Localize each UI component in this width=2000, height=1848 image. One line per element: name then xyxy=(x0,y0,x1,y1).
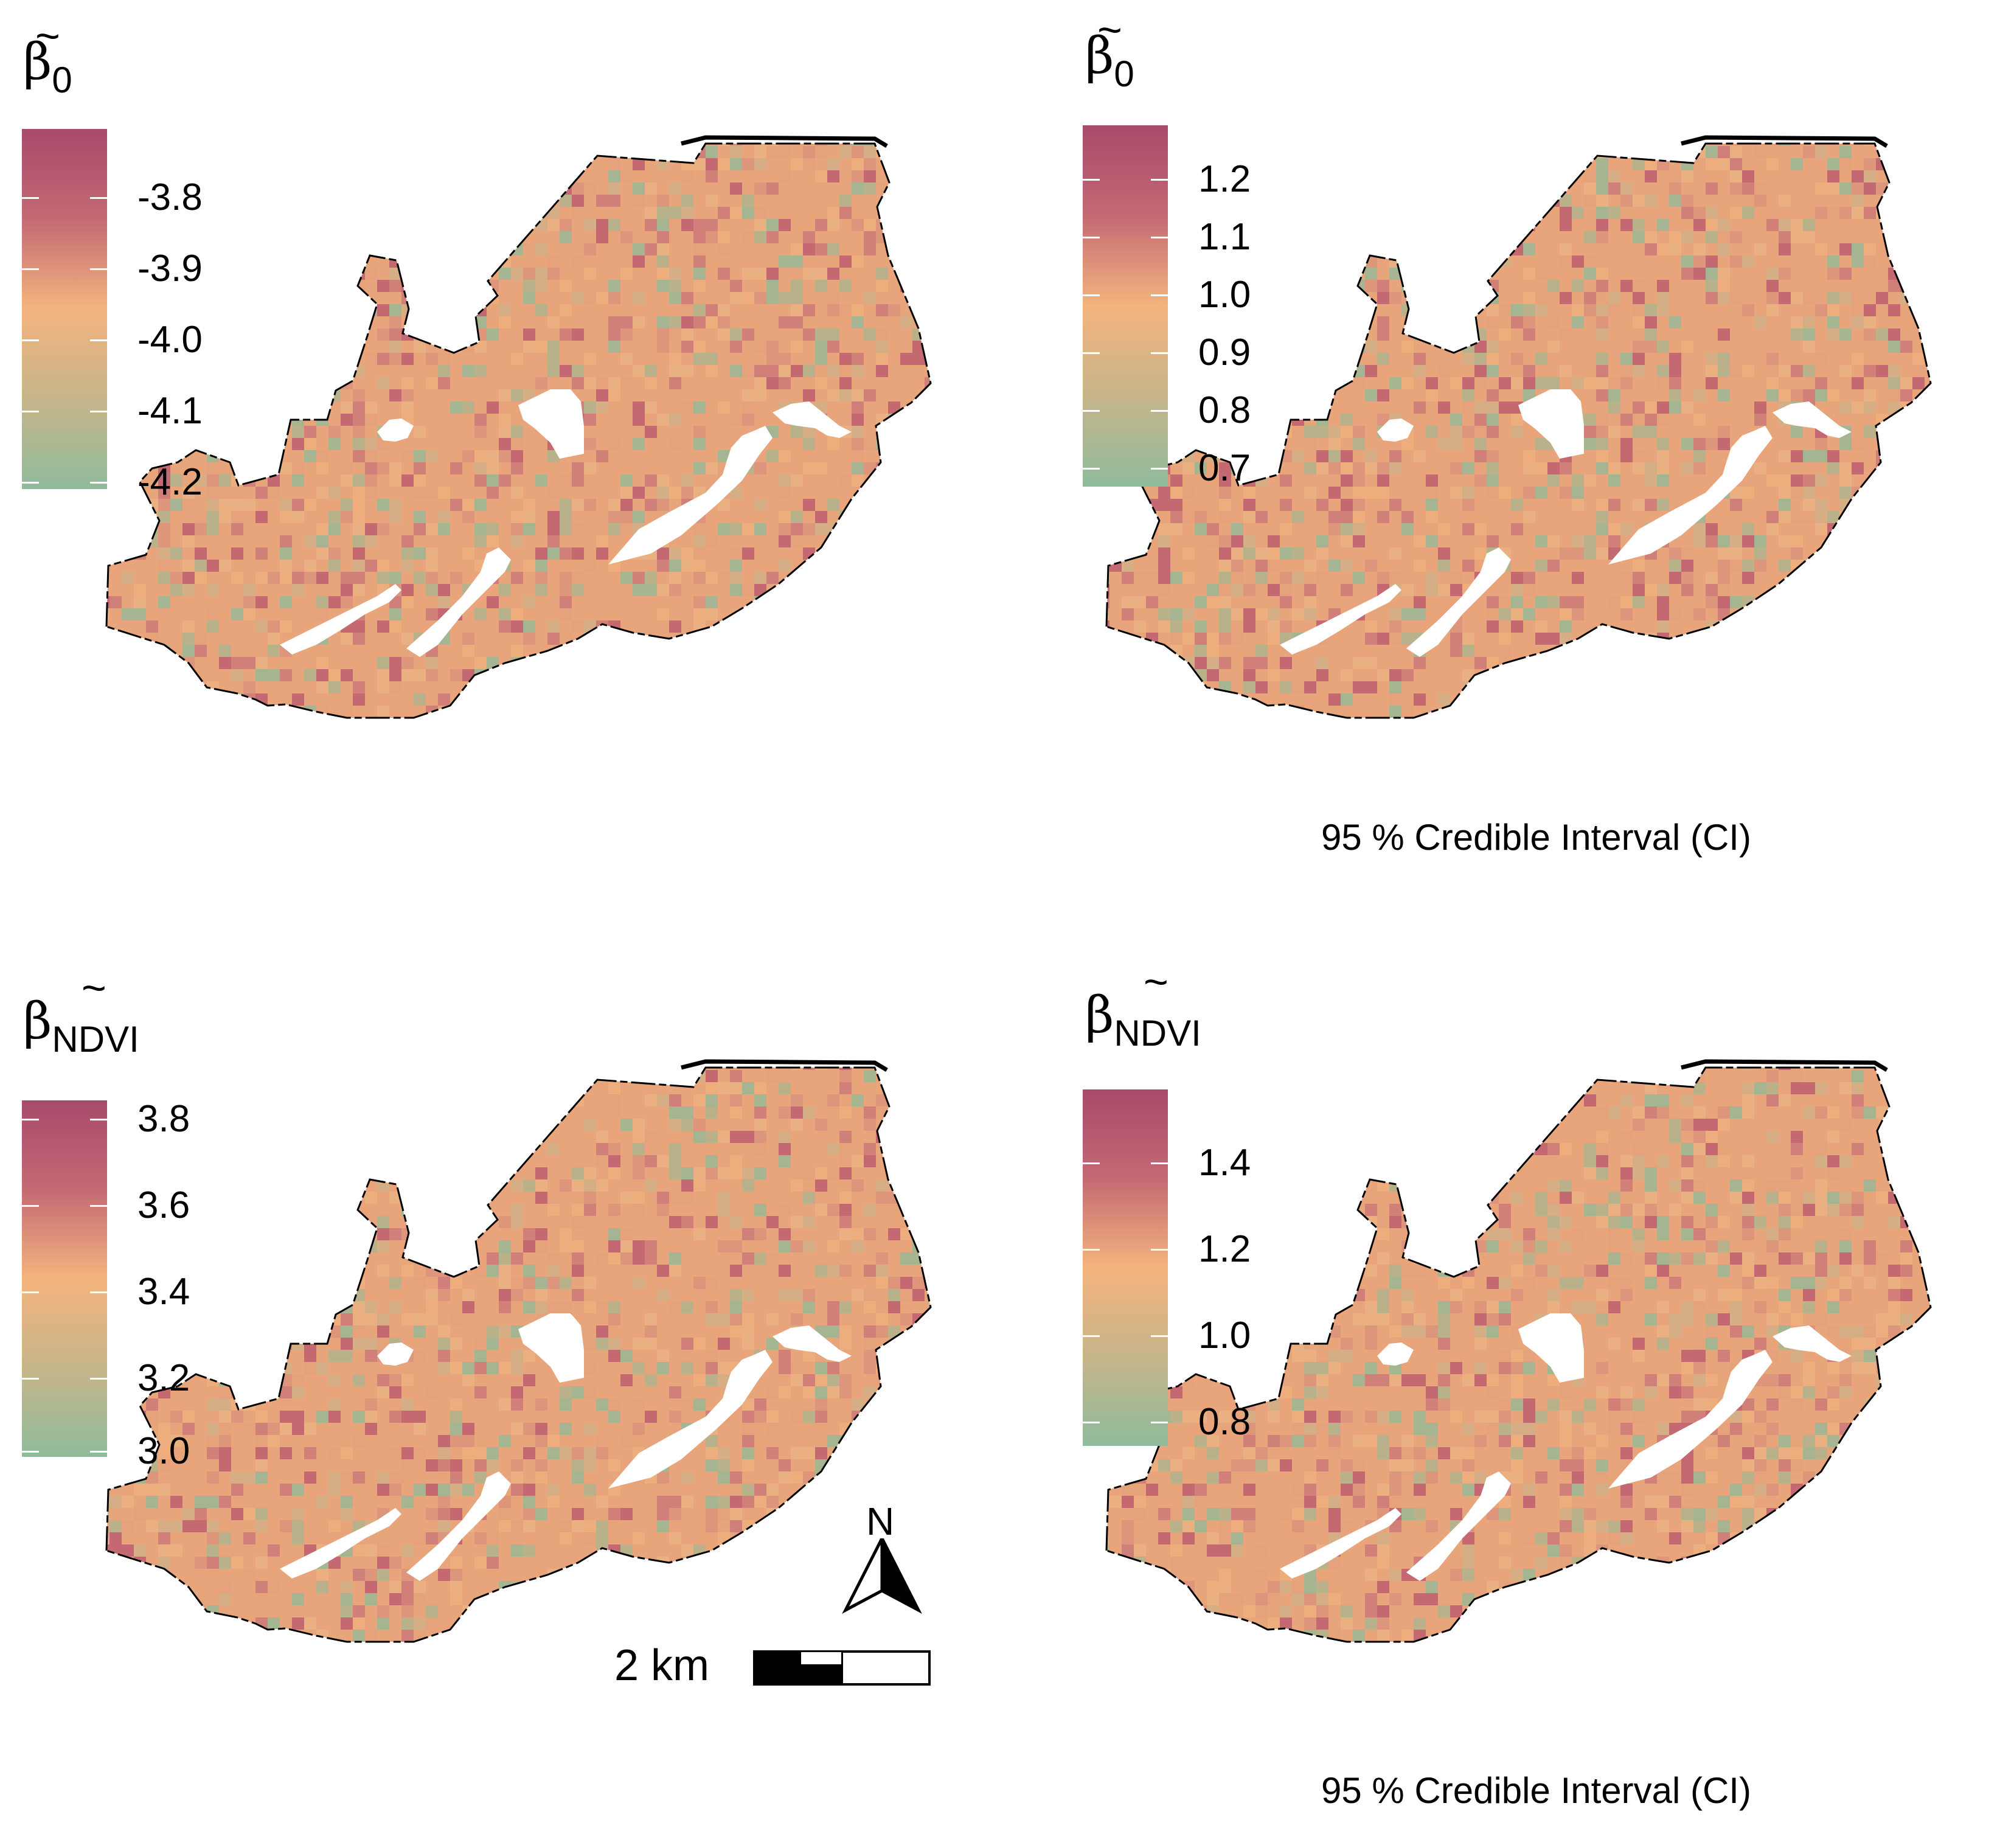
legend-tick-label: -3.8 xyxy=(137,176,203,218)
color-legend: 3.8 3.6 3.4 3.2 3.0 xyxy=(22,1100,190,1470)
map-panel-betandvi-ci: ~ βNDVI 1.4 1.2 1.0 0.8 95 % Credible Int… xyxy=(1000,924,2000,1848)
legend-tick-label: 3.0 xyxy=(137,1430,190,1472)
title-tilde: ~ xyxy=(82,964,106,1012)
panel-title: ~ βNDVI xyxy=(23,967,139,1058)
title-symbol: β xyxy=(23,993,52,1051)
map-panel-betandvi-mean: ~ βNDVI 3.8 3.6 3.4 3.2 3.0 N 2 km xyxy=(0,924,1000,1848)
scale-bar-label: 2 km xyxy=(614,1641,710,1690)
title-tilde: ~ xyxy=(1144,958,1168,1006)
legend-tick-label: 3.8 xyxy=(137,1098,190,1140)
legend-tick-label: 0.8 xyxy=(1198,1401,1251,1443)
legend-tick-label: -3.9 xyxy=(137,248,203,290)
legend-tick-label: -4.0 xyxy=(137,319,203,361)
northern-coastline xyxy=(681,1059,888,1072)
legend-colorbar xyxy=(1083,125,1168,487)
legend-colorbar xyxy=(1083,1089,1168,1446)
title-tilde: ~ xyxy=(1097,6,1122,54)
legend-tick-label: -4.2 xyxy=(137,461,203,503)
map-panel-beta0-ci: ~ β0 1.2 1.1 1.0 0.9 0.8 0.7 95 % Credibl… xyxy=(1000,0,2000,924)
study-area-map xyxy=(1105,1059,1932,1643)
color-legend: 1.4 1.2 1.0 0.8 xyxy=(1083,1089,1251,1446)
title-symbol: β xyxy=(1085,987,1114,1044)
map-panel-beta0-mean: ~ β0 -3.8 -3.9 -4.0 -4.1 -4.2 xyxy=(0,0,1000,924)
northern-coastline xyxy=(681,135,888,148)
north-label: N xyxy=(866,1499,895,1543)
title-tilde: ~ xyxy=(35,12,60,60)
legend-tick-label: 1.1 xyxy=(1198,216,1251,258)
legend-tick-label: 0.9 xyxy=(1198,332,1251,373)
panel-title: ~ β0 xyxy=(1085,9,1134,92)
color-legend: 1.2 1.1 1.0 0.9 0.8 0.7 xyxy=(1083,125,1251,487)
title-symbol: β xyxy=(1085,27,1114,85)
legend-tick-label: 1.4 xyxy=(1198,1142,1251,1184)
legend-tick-label: 0.7 xyxy=(1198,447,1251,489)
color-legend: -3.8 -3.9 -4.0 -4.1 -4.2 xyxy=(22,129,203,501)
raster-cells xyxy=(106,1068,931,1642)
title-subscript: NDVI xyxy=(52,1019,139,1060)
legend-tick-label: 3.6 xyxy=(137,1184,190,1226)
scale-bar xyxy=(753,1650,931,1686)
title-symbol: β xyxy=(23,33,52,91)
ci-caption: 95 % Credible Interval (CI) xyxy=(1321,817,1751,858)
title-subscript: 0 xyxy=(52,60,72,100)
north-arrow-icon xyxy=(842,1538,922,1614)
raster-cells xyxy=(106,144,931,718)
legend-colorbar xyxy=(22,1100,107,1457)
legend-tick-label: 1.0 xyxy=(1198,1315,1251,1356)
study-area-map xyxy=(105,1059,932,1643)
northern-coastline xyxy=(1681,1059,1888,1072)
legend-colorbar xyxy=(22,129,107,489)
ci-caption: 95 % Credible Interval (CI) xyxy=(1321,1770,1751,1811)
northern-coastline xyxy=(1681,135,1888,148)
title-subscript: NDVI xyxy=(1114,1013,1201,1054)
panel-title: ~ βNDVI xyxy=(1085,960,1201,1052)
legend-tick-label: 3.4 xyxy=(137,1271,190,1313)
legend-tick-label: 1.2 xyxy=(1198,158,1251,200)
legend-tick-label: 1.0 xyxy=(1198,274,1251,316)
panel-title: ~ β0 xyxy=(23,15,72,99)
legend-tick-label: -4.1 xyxy=(137,390,203,432)
legend-tick-label: 1.2 xyxy=(1198,1228,1251,1270)
study-area-map xyxy=(105,135,932,719)
legend-tick-label: 0.8 xyxy=(1198,389,1251,431)
legend-tick-label: 3.2 xyxy=(137,1357,190,1399)
title-subscript: 0 xyxy=(1114,54,1134,94)
north-arrow: N xyxy=(839,1502,925,1617)
